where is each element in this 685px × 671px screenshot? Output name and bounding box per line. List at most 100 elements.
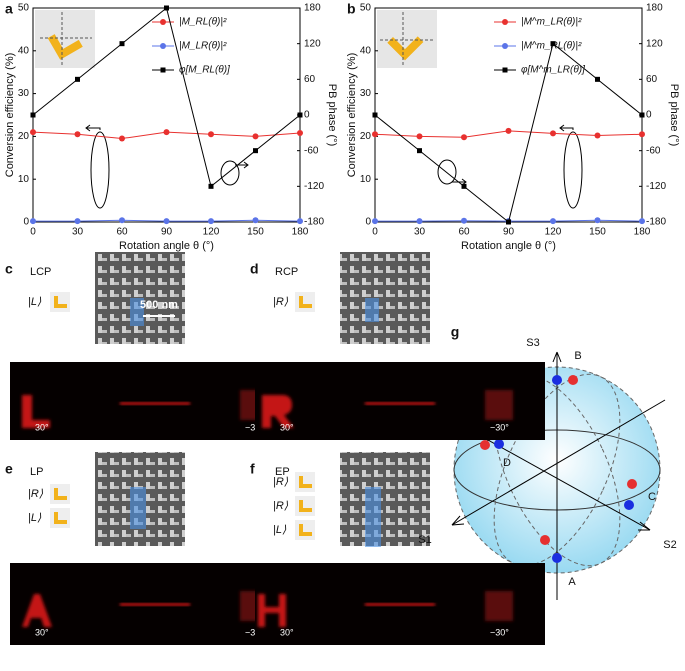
marker xyxy=(595,76,600,82)
marker xyxy=(253,148,258,154)
marker xyxy=(74,131,81,138)
x-tick-label: 120 xyxy=(545,227,562,238)
marker xyxy=(461,217,467,224)
x-tick-label: 120 xyxy=(203,227,220,238)
legend-marker xyxy=(160,67,166,73)
legend-marker xyxy=(502,67,508,73)
marker xyxy=(639,131,645,138)
y2-tick-label: -60 xyxy=(646,145,661,156)
x-tick-label: 90 xyxy=(503,227,515,238)
sem-image xyxy=(340,452,430,546)
marker xyxy=(372,112,378,118)
marker xyxy=(163,129,170,136)
y-tick-label: 40 xyxy=(360,45,372,56)
y2-tick-label: -60 xyxy=(304,145,319,156)
unit-cell-shape xyxy=(299,500,312,512)
highlight xyxy=(130,487,146,529)
panel-label: c xyxy=(5,261,13,277)
marker xyxy=(252,133,259,140)
y-axis-label: Conversion efficiency (%) xyxy=(4,53,16,178)
legend-marker xyxy=(502,19,508,25)
panel-label: a xyxy=(5,1,13,17)
state-label: |R⟩ xyxy=(273,296,289,308)
y2-tick-label: 180 xyxy=(304,3,321,14)
x-tick-label: 150 xyxy=(589,227,606,238)
y-tick-label: 0 xyxy=(23,217,29,228)
y-tick-label: 20 xyxy=(360,131,372,142)
unit-cell xyxy=(295,520,315,540)
marker xyxy=(163,218,170,225)
far-field-pattern xyxy=(365,603,435,606)
far-field-pattern xyxy=(22,594,52,627)
panel-title: LP xyxy=(30,466,43,478)
y-tick-label: 10 xyxy=(360,174,372,185)
y2-tick-label: 180 xyxy=(646,3,663,14)
unit-cell-shape xyxy=(54,512,67,524)
y2-tick-label: 60 xyxy=(646,74,658,85)
marker xyxy=(297,129,303,136)
angle-label: 30° xyxy=(280,422,294,432)
state-label: |L⟩ xyxy=(28,512,42,524)
legend-marker xyxy=(160,43,166,49)
unit-cell-shape xyxy=(299,476,312,488)
legend-label: |M_LR(θ)|² xyxy=(179,41,227,52)
sphere-label: A xyxy=(568,576,576,588)
marker xyxy=(30,218,36,225)
marker xyxy=(594,217,601,224)
angle-label: −30° xyxy=(490,627,509,637)
sem-image xyxy=(340,252,430,344)
y-tick-label: 30 xyxy=(18,88,30,99)
marker xyxy=(417,148,422,154)
marker xyxy=(461,134,467,141)
inset-a xyxy=(35,10,95,68)
marker xyxy=(550,218,556,225)
y-tick-label: 20 xyxy=(18,131,30,142)
state-label: |R⟩ xyxy=(273,476,289,488)
marker xyxy=(252,217,259,224)
marker xyxy=(372,218,378,225)
sphere-label: D xyxy=(503,457,511,469)
legend-marker xyxy=(502,43,508,49)
marker xyxy=(416,218,423,225)
y2-axis-label: PB phase (°) xyxy=(326,84,338,146)
x-tick-label: 150 xyxy=(247,227,264,238)
y2-tick-label: 0 xyxy=(646,110,652,121)
marker xyxy=(164,5,169,11)
unit-cell xyxy=(295,292,315,312)
inset-b xyxy=(377,10,437,68)
unit-cell-shape xyxy=(299,524,312,536)
y2-tick-label: -180 xyxy=(304,217,324,228)
marker xyxy=(297,218,303,225)
scale-label: 500 nm xyxy=(140,299,178,311)
state-label: |L⟩ xyxy=(28,296,42,308)
legend-label: |M_RL(θ)|² xyxy=(179,17,227,28)
state-label: |L⟩ xyxy=(273,524,287,536)
sphere-label: S2 xyxy=(663,539,676,551)
y2-tick-label: -180 xyxy=(646,217,666,228)
far-field-pattern xyxy=(120,603,190,606)
marker xyxy=(119,135,125,142)
panel-label: b xyxy=(347,1,356,17)
y-axis-label: Conversion efficiency (%) xyxy=(346,53,358,178)
unit-cell xyxy=(295,472,315,492)
x-tick-label: 90 xyxy=(161,227,173,238)
angle-label: 30° xyxy=(35,627,49,637)
legend-marker xyxy=(160,19,166,25)
panel-title: LCP xyxy=(30,266,51,278)
sphere-label: g xyxy=(451,324,460,340)
marker xyxy=(74,218,81,225)
marker xyxy=(550,41,556,47)
panel-label: f xyxy=(250,461,255,477)
x-tick-label: 180 xyxy=(292,227,309,238)
y2-tick-label: -120 xyxy=(646,181,666,192)
angle-label: −30° xyxy=(245,422,264,432)
far-field-pattern xyxy=(485,390,513,420)
unit-cell-shape xyxy=(54,488,67,500)
marker xyxy=(639,218,645,225)
x-tick-label: 180 xyxy=(634,227,651,238)
x-tick-label: 0 xyxy=(372,227,378,238)
marker xyxy=(550,130,556,137)
marker xyxy=(208,218,214,225)
x-tick-label: 60 xyxy=(458,227,470,238)
